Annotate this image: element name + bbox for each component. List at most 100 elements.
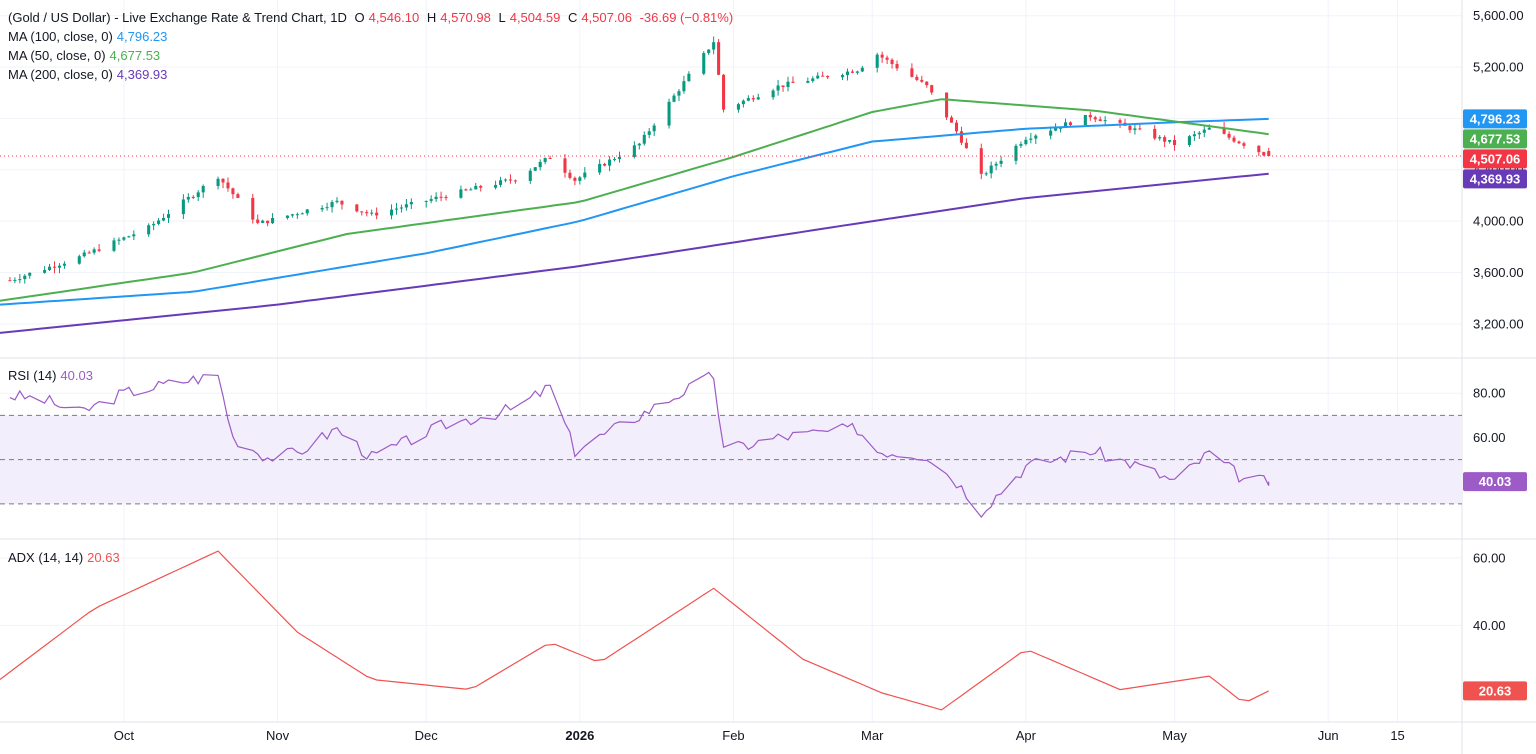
candle-body — [915, 76, 919, 80]
candle-body — [157, 220, 161, 224]
low-value: 4,504.59 — [509, 10, 561, 25]
candle-body — [612, 159, 617, 161]
candle-body — [717, 42, 721, 75]
candle — [295, 212, 299, 219]
candle — [18, 274, 22, 284]
candle-body — [1227, 133, 1231, 138]
candle-body — [702, 53, 706, 74]
candle — [300, 212, 304, 215]
candle-body — [479, 185, 483, 188]
candle-body — [632, 145, 636, 157]
time-tick-label: May — [1162, 728, 1187, 743]
candle — [563, 154, 567, 178]
candle-body — [8, 280, 12, 282]
candle — [394, 202, 399, 215]
candle-body — [290, 214, 294, 216]
candle-body — [340, 200, 344, 205]
candle-body — [1187, 136, 1191, 146]
candle — [677, 88, 681, 101]
ma100-legend[interactable]: MA (100, close, 0) 4,796.23 — [8, 29, 171, 44]
candle — [850, 69, 854, 74]
candle — [1173, 135, 1177, 151]
candle-body — [226, 182, 230, 189]
price-tag-text: 4,677.53 — [1470, 131, 1521, 146]
candle-body — [439, 196, 443, 198]
candle-body — [682, 81, 686, 92]
adx-tag-text: 20.63 — [1479, 683, 1512, 698]
adx-legend[interactable]: ADX (14, 14) 20.63 — [8, 550, 124, 565]
candle — [771, 88, 775, 100]
time-tick-label: Jun — [1318, 728, 1339, 743]
candle — [746, 95, 750, 102]
candle-body — [1138, 128, 1142, 130]
time-tick-label: Mar — [861, 728, 884, 743]
candle — [667, 98, 671, 129]
candle-body — [196, 192, 200, 198]
candle-body — [1054, 128, 1058, 131]
price-tag: 4,796.23 — [1463, 109, 1527, 129]
candle-body — [647, 131, 651, 135]
candle-body — [221, 178, 225, 183]
candle-body — [330, 202, 334, 208]
candle-body — [617, 156, 622, 160]
candle-body — [583, 172, 587, 178]
candle-body — [370, 212, 374, 214]
candle-body — [1063, 122, 1068, 128]
candle-body — [320, 208, 324, 210]
price-tag-bg — [1463, 149, 1527, 169]
candle — [1163, 135, 1167, 148]
candle — [340, 200, 344, 210]
candle — [781, 85, 785, 92]
candle-body — [28, 272, 32, 276]
candle-body — [1133, 128, 1137, 131]
candle-body — [1128, 125, 1132, 131]
candle-body — [781, 85, 785, 87]
candle-body — [945, 92, 949, 118]
candle — [181, 194, 185, 220]
candle — [48, 263, 52, 272]
candle-body — [528, 170, 532, 181]
candle — [1153, 124, 1157, 141]
rsi-legend[interactable]: RSI (14) 40.03 — [8, 368, 97, 383]
candle — [196, 190, 200, 201]
ma200-legend[interactable]: MA (200, close, 0) 4,369.93 — [8, 67, 171, 82]
candle — [821, 71, 825, 77]
candle-body — [811, 78, 815, 82]
candle-body — [424, 200, 428, 202]
candle — [617, 151, 622, 163]
candle-body — [598, 163, 602, 173]
candle — [503, 178, 508, 183]
candle — [261, 219, 265, 224]
candle — [915, 74, 919, 82]
candle — [538, 159, 542, 171]
candle — [365, 209, 369, 217]
candle-body — [266, 220, 270, 224]
candle — [97, 244, 101, 253]
price-tick-label: 5,200.00 — [1473, 60, 1524, 75]
candle — [1093, 115, 1097, 123]
candle-body — [920, 79, 924, 82]
candle — [117, 237, 121, 245]
candle — [826, 75, 830, 80]
candle-body — [152, 223, 156, 226]
candle — [687, 71, 691, 82]
candle — [707, 49, 711, 56]
candle — [925, 81, 929, 88]
candle — [355, 204, 359, 213]
candle-body — [910, 68, 914, 77]
candle-body — [494, 184, 498, 188]
candle-body — [112, 240, 116, 251]
ohlc-legend: (Gold / US Dollar) - Live Exchange Rate … — [8, 10, 737, 25]
candle — [999, 156, 1003, 168]
candle — [1019, 141, 1023, 148]
candle — [360, 211, 364, 216]
candle-body — [1262, 152, 1266, 156]
candle-body — [999, 160, 1003, 164]
ma50-legend[interactable]: MA (50, close, 0) 4,677.53 — [8, 48, 164, 63]
candle-body — [201, 186, 205, 193]
candle-body — [776, 85, 780, 91]
candle-body — [1257, 145, 1261, 153]
candle — [479, 184, 483, 192]
candle-body — [821, 75, 825, 77]
